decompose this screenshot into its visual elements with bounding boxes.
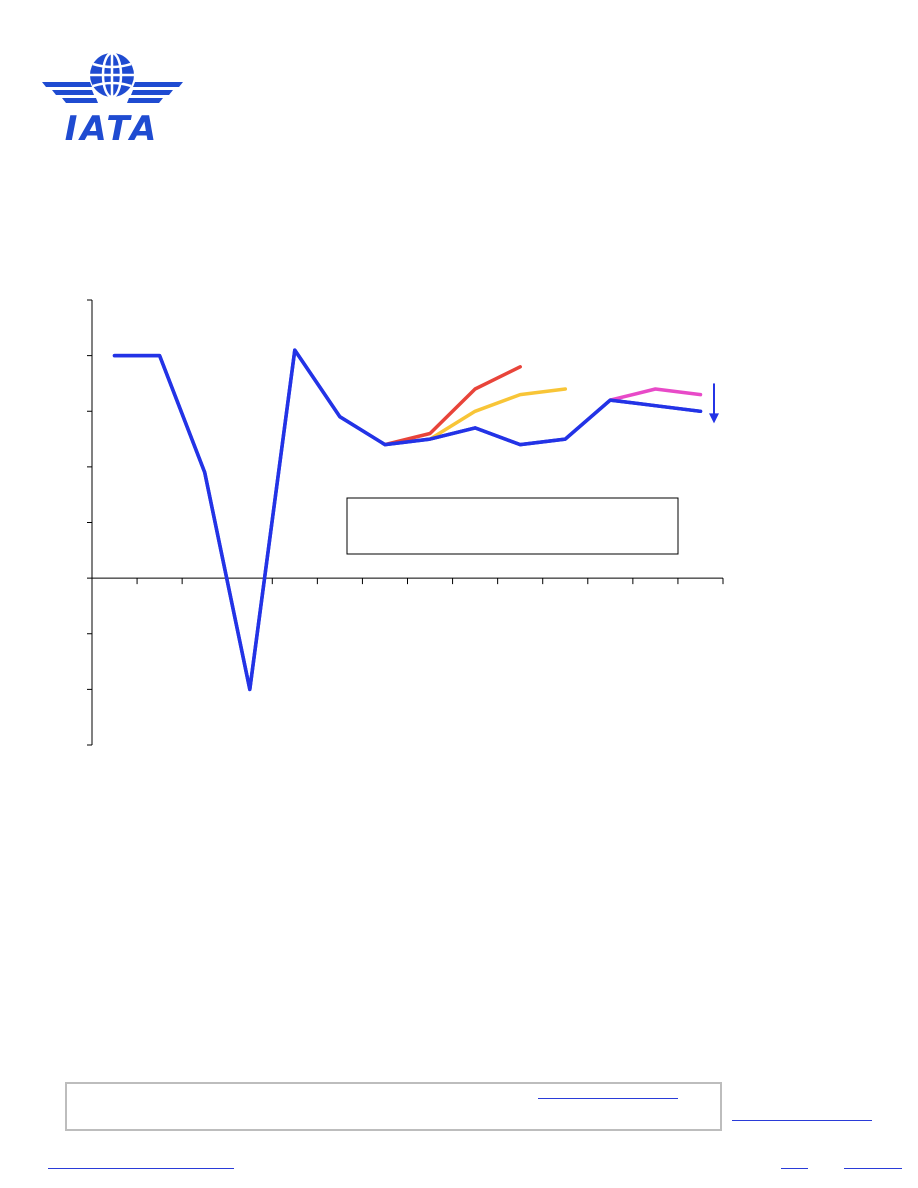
chart-axes [87,299,724,746]
iata-logo: IATA [42,51,183,145]
logo-text: IATA [65,109,160,145]
series-line-forecast-b [428,387,568,441]
down-arrow-icon [708,383,719,424]
bottom-right-link-1[interactable] [781,1168,808,1169]
wings-icon [42,82,183,103]
series-line-forecast-c [608,387,703,402]
globe-icon [90,51,134,99]
bottom-left-link[interactable] [48,1168,234,1169]
chart-annotations [708,383,719,424]
footer-link[interactable] [538,1098,678,1099]
footer-box [65,1082,722,1131]
chart-series [112,348,703,692]
side-link[interactable] [732,1120,872,1121]
annotation-box [346,497,679,555]
bottom-right-link-2[interactable] [844,1168,902,1169]
series-line-actual-top [112,348,703,692]
series-line-forecast-a [383,365,522,447]
